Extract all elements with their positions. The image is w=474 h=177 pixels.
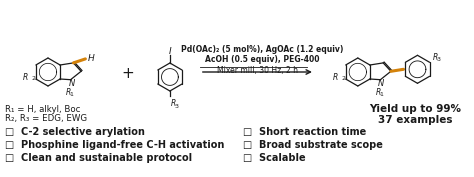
Text: AcOH (0.5 equiv), PEG-400: AcOH (0.5 equiv), PEG-400 bbox=[205, 55, 319, 64]
Text: R₂, R₃ = EDG, EWG: R₂, R₃ = EDG, EWG bbox=[5, 115, 87, 124]
Text: 1: 1 bbox=[379, 92, 383, 97]
Text: □  Phosphine ligand-free C-H activation: □ Phosphine ligand-free C-H activation bbox=[5, 140, 224, 150]
Text: 2: 2 bbox=[342, 76, 346, 81]
Text: Yield up to 99%: Yield up to 99% bbox=[369, 104, 461, 114]
Text: Mixer mill, 30 Hz, 2 h: Mixer mill, 30 Hz, 2 h bbox=[217, 65, 298, 75]
Text: □  Clean and sustainable protocol: □ Clean and sustainable protocol bbox=[5, 153, 192, 163]
Text: 3: 3 bbox=[437, 57, 441, 62]
Text: □  Broad substrate scope: □ Broad substrate scope bbox=[243, 140, 383, 150]
Text: R: R bbox=[23, 73, 28, 81]
Text: R: R bbox=[433, 53, 438, 62]
Text: H: H bbox=[87, 54, 94, 63]
Text: 1: 1 bbox=[70, 92, 73, 97]
Text: □  C-2 selective arylation: □ C-2 selective arylation bbox=[5, 127, 145, 137]
Text: I: I bbox=[169, 47, 171, 56]
Text: 3: 3 bbox=[175, 104, 179, 109]
Text: R: R bbox=[171, 99, 176, 109]
Text: R₁ = H, alkyl, Boc: R₁ = H, alkyl, Boc bbox=[5, 104, 81, 113]
Text: □  Short reaction time: □ Short reaction time bbox=[243, 127, 366, 137]
Text: R: R bbox=[332, 73, 337, 81]
Text: Pd(OAc)₂ (5 mol%), AgOAc (1.2 equiv): Pd(OAc)₂ (5 mol%), AgOAc (1.2 equiv) bbox=[181, 45, 344, 55]
Text: N: N bbox=[378, 79, 384, 88]
Text: N: N bbox=[68, 79, 75, 88]
Text: □  Scalable: □ Scalable bbox=[243, 153, 305, 163]
Text: 2: 2 bbox=[32, 76, 36, 81]
Text: R: R bbox=[375, 88, 381, 97]
Text: 37 examples: 37 examples bbox=[377, 115, 452, 125]
Text: R: R bbox=[65, 88, 71, 97]
Text: +: + bbox=[121, 67, 134, 81]
